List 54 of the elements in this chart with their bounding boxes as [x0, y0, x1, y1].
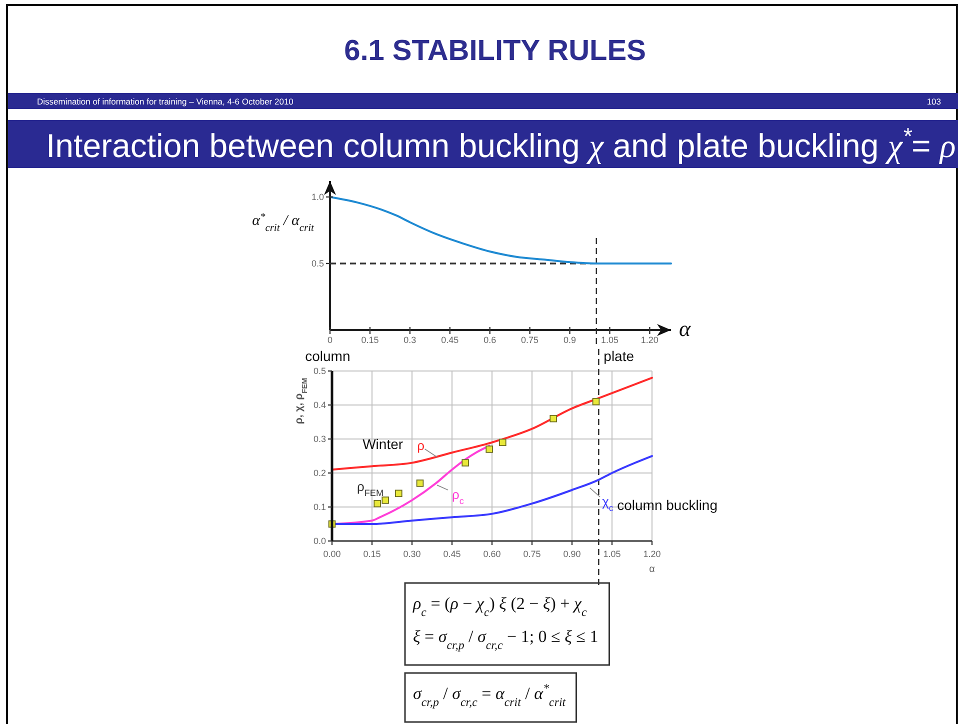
text: ρ$_{c}$ = (ρ − χ$_{c}$) ξ (2 − ξ) + χ$_{c}$ — [413, 594, 587, 619]
point — [486, 446, 493, 453]
text: column — [305, 348, 350, 364]
line-series — [331, 376, 653, 471]
x-tick-label: 0.45 — [441, 335, 459, 345]
y-tick-label: 0.5 — [313, 366, 326, 376]
x-tick-label: 0.15 — [363, 549, 381, 559]
x-tick-label: 1.20 — [640, 335, 658, 345]
point — [382, 496, 389, 504]
annotation: Winter — [362, 436, 404, 452]
x-tick-label: 0.45 — [443, 549, 461, 559]
chart-title: 6.1 STABILITY RULES — [344, 35, 646, 67]
y-tick-label: 1.0 — [311, 192, 324, 202]
x-tick-label: 0.3 — [404, 335, 416, 345]
y-tick-label: 0.0 — [313, 536, 326, 546]
point — [416, 480, 424, 487]
y-axis-title: α$^{*}$$_{crit}$ / α$_{crit}$ — [252, 212, 315, 234]
x-tick-label: 1.05 — [603, 549, 621, 559]
series-label: ρ$_{c}$ — [452, 487, 464, 506]
point — [374, 500, 381, 508]
text: 103 — [926, 96, 942, 106]
y-tick-label: 0.1 — [313, 502, 326, 512]
x-tick-label: 0.60 — [483, 549, 501, 559]
series-label: ρ$_{FEM}$ — [356, 479, 384, 498]
y-tick-label: 0.3 — [313, 434, 326, 444]
point — [550, 414, 557, 422]
y-tick-label: 0.4 — [313, 400, 326, 410]
x-tick-label: 0.75 — [523, 549, 541, 559]
y-tick-label: 0.5 — [311, 258, 324, 269]
annotation: column buckling — [617, 497, 718, 514]
series-label: ρ — [417, 438, 425, 454]
x-tick-label: 0.9 — [564, 335, 576, 345]
line-series — [329, 196, 672, 264]
text: plate — [604, 348, 634, 364]
point — [499, 438, 506, 446]
chart-subtitle: Interaction between column buckling χ and plate buckling χ$^{*}$= ρ — [46, 123, 956, 165]
point — [592, 398, 600, 406]
x-tick-label: 1.20 — [643, 549, 661, 559]
point — [462, 459, 469, 466]
series-label: χ$_{c}$ — [602, 494, 614, 513]
text: Dissemination of information for training – Vienna, 4-6 October 2010 — [37, 96, 294, 106]
point — [395, 490, 402, 498]
x-tick-label: 0 — [327, 335, 333, 345]
x-tick-label: 0.30 — [403, 549, 421, 559]
x-tick-label: 0.75 — [521, 335, 539, 345]
y-tick-label: 0.2 — [313, 468, 326, 478]
x-axis-title: α — [649, 564, 656, 575]
x-tick-label: 0.90 — [563, 549, 581, 559]
x-tick-label: 0.15 — [361, 335, 379, 345]
text: ξ = σ$_{cr,p}$ / σ$_{cr,c}$ − 1; 0 ≤ ξ ≤ 1 — [413, 627, 598, 652]
x-tick-label: 0.6 — [484, 335, 496, 345]
x-tick-label: 0.00 — [323, 549, 341, 559]
x-axis-title: α — [679, 316, 691, 341]
x-tick-label: 1.05 — [600, 335, 618, 345]
